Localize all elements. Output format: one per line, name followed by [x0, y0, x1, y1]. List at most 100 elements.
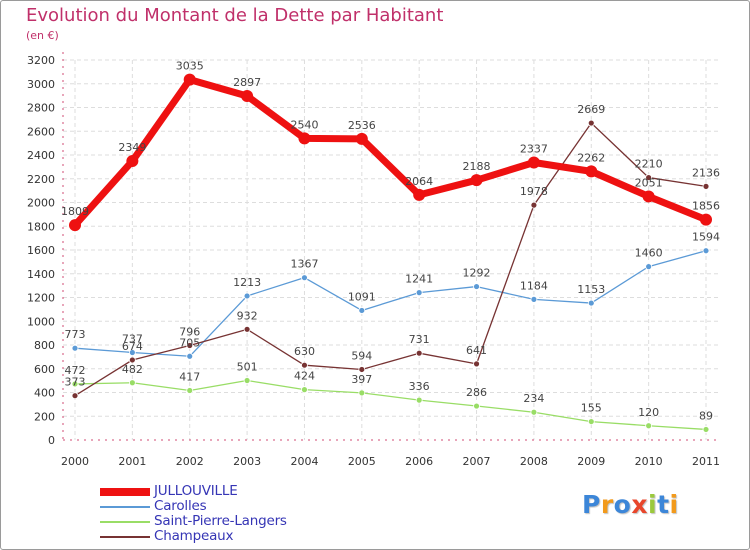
- data-label-carolles: 737: [122, 332, 143, 345]
- data-point-saint-pierre-langers: [415, 396, 423, 404]
- data-label-champeaux: 641: [466, 344, 487, 357]
- data-point-champeaux: [358, 366, 366, 373]
- data-point-carolles: [71, 344, 79, 352]
- data-point-jullouville: [69, 219, 81, 232]
- y-tick-label: 3000: [27, 78, 55, 91]
- data-point-jullouville: [355, 132, 368, 145]
- data-point-champeaux: [71, 392, 79, 400]
- data-point-saint-pierre-langers: [358, 389, 366, 397]
- data-label-carolles: 1460: [635, 247, 663, 260]
- data-point-saint-pierre-langers: [128, 379, 136, 387]
- data-label-jullouville: 2337: [520, 142, 548, 155]
- data-label-champeaux: 2669: [577, 103, 605, 116]
- data-label-jullouville: 1856: [692, 200, 720, 213]
- x-tick-label: 2009: [577, 455, 605, 468]
- data-label-champeaux: 932: [237, 309, 258, 322]
- data-label-saint-pierre-langers: 89: [699, 409, 713, 422]
- data-label-carolles: 1241: [405, 273, 433, 286]
- data-point-champeaux: [243, 325, 251, 333]
- data-label-champeaux: 2210: [635, 158, 663, 171]
- y-tick-label: 2800: [27, 102, 55, 115]
- data-point-carolles: [530, 295, 538, 303]
- x-tick-label: 2007: [463, 455, 491, 468]
- data-label-champeaux: 674: [122, 340, 143, 353]
- data-label-jullouville: 2536: [348, 119, 376, 132]
- data-label-champeaux: 2136: [692, 166, 720, 179]
- data-point-carolles: [415, 289, 423, 297]
- y-tick-label: 2000: [27, 197, 55, 210]
- unit-label: (en €): [26, 29, 59, 42]
- logo-letter: o: [613, 490, 632, 519]
- x-tick-label: 2010: [635, 455, 663, 468]
- legend-item-saint-pierre-langers: Saint-Pierre-Langers: [100, 513, 360, 529]
- x-tick-label: 2004: [290, 455, 318, 468]
- data-label-champeaux: 630: [294, 345, 315, 358]
- y-tick-label: 1600: [27, 244, 55, 257]
- data-label-carolles: 705: [179, 336, 200, 349]
- legend-item-champeaux: Champeaux: [100, 528, 360, 544]
- logo-letter: P: [582, 490, 601, 519]
- data-point-jullouville: [585, 165, 598, 178]
- data-point-jullouville: [470, 174, 483, 187]
- y-tick-label: 1000: [27, 315, 55, 328]
- data-point-saint-pierre-langers: [645, 422, 653, 430]
- x-tick-label: 2003: [233, 455, 261, 468]
- data-label-jullouville: 2051: [635, 176, 663, 189]
- data-point-carolles: [645, 263, 653, 271]
- logo-letter: r: [600, 490, 614, 519]
- data-point-carolles: [358, 307, 366, 314]
- legend-label-carolles: Carolles: [154, 498, 207, 514]
- data-point-jullouville: [183, 73, 196, 86]
- data-point-champeaux: [645, 174, 653, 181]
- legend-label-champeaux: Champeaux: [154, 528, 234, 544]
- y-tick-label: 400: [34, 387, 55, 400]
- y-tick-label: 1400: [27, 268, 55, 281]
- data-label-champeaux: 731: [409, 333, 430, 346]
- x-tick-label: 2006: [405, 455, 433, 468]
- data-point-champeaux: [415, 349, 423, 357]
- data-label-champeaux: 796: [179, 325, 200, 338]
- legend-swatch-champeaux: [100, 536, 150, 538]
- logo-letter: i: [669, 490, 679, 519]
- data-label-carolles: 1594: [692, 231, 720, 244]
- x-tick-label: 2008: [520, 455, 548, 468]
- data-point-champeaux: [587, 119, 595, 127]
- series-line-jullouville: [71, 76, 710, 229]
- data-label-champeaux: 373: [65, 376, 86, 389]
- data-point-jullouville: [700, 213, 712, 226]
- data-point-carolles: [128, 349, 136, 356]
- legend-label-jullouville: JULLOUVILLE: [154, 483, 238, 499]
- data-label-carolles: 773: [65, 328, 86, 341]
- data-label-saint-pierre-langers: 336: [409, 380, 430, 393]
- y-tick-label: 3200: [27, 54, 55, 67]
- data-label-jullouville: 2188: [463, 160, 491, 173]
- data-label-saint-pierre-langers: 397: [351, 373, 372, 386]
- data-point-saint-pierre-langers: [702, 426, 710, 433]
- data-point-champeaux: [128, 356, 136, 364]
- data-point-saint-pierre-langers: [71, 380, 79, 388]
- data-point-saint-pierre-langers: [243, 377, 251, 384]
- x-tick-label: 2002: [176, 455, 204, 468]
- data-label-jullouville: 2262: [577, 151, 605, 164]
- data-label-jullouville: 1809: [61, 205, 89, 218]
- legend-item-jullouville: JULLOUVILLE: [100, 483, 360, 499]
- y-tick-label: 2600: [27, 125, 55, 138]
- data-point-jullouville: [527, 156, 540, 169]
- data-point-saint-pierre-langers: [301, 386, 308, 394]
- y-tick-label: 600: [34, 363, 55, 376]
- data-label-jullouville: 2349: [118, 141, 146, 154]
- chart-title: Evolution du Montant de la Dette par Hab…: [26, 5, 444, 26]
- data-point-jullouville: [298, 132, 311, 145]
- x-tick-label: 2000: [61, 455, 89, 468]
- data-label-saint-pierre-langers: 120: [638, 406, 659, 419]
- data-label-carolles: 1367: [290, 258, 318, 271]
- y-tick-label: 1200: [27, 292, 55, 305]
- logo-letter: t: [657, 490, 670, 519]
- y-tick-label: 1800: [27, 220, 55, 233]
- series-line-champeaux: [74, 122, 707, 397]
- y-tick-label: 200: [34, 410, 55, 423]
- data-point-carolles: [702, 247, 710, 255]
- data-label-carolles: 1184: [520, 279, 548, 292]
